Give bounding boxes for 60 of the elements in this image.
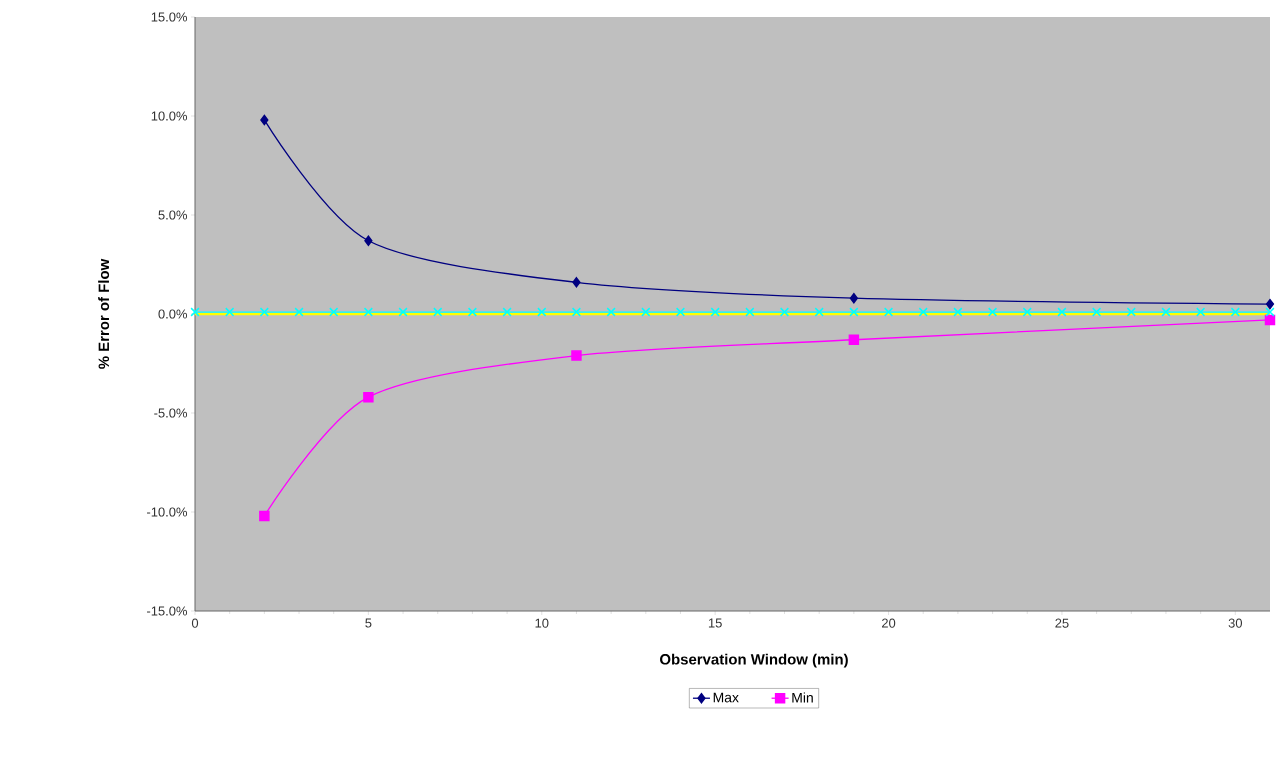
point [433,307,443,317]
x-tick-label: 5 [365,618,372,628]
point [364,235,373,246]
point [849,307,859,317]
point [1265,307,1275,317]
x-tick-label: 15 [708,618,722,628]
point [225,307,235,317]
point [398,307,408,317]
y-tick-label: -10.0% [147,507,188,517]
point [1126,307,1136,317]
point [987,307,998,317]
point [502,307,512,317]
point [606,307,616,317]
point [363,307,374,317]
point [710,307,720,317]
point [259,307,269,317]
x-tick-label: 25 [1055,618,1069,628]
point [294,307,304,317]
point [190,307,200,317]
point [571,350,582,361]
point [953,307,963,317]
legend-label: Min [792,692,813,703]
point [571,307,582,317]
point [1196,307,1206,317]
point [260,114,269,126]
point [883,307,894,317]
point [918,307,928,317]
point [1022,307,1032,317]
x-tick-label: 10 [535,618,549,628]
y-tick-label: 15.0% [151,12,188,22]
point [1057,307,1067,317]
y-tick-label: -15.0% [147,606,188,616]
point [1264,314,1276,326]
point [572,277,581,288]
y-tick-label: 10.0% [151,111,188,121]
point [259,510,270,522]
point [363,391,374,403]
point [779,307,790,317]
point [641,307,651,317]
y-tick-label: 0.0% [158,309,188,319]
point [537,307,547,317]
y-tick-label: -5.0% [154,408,188,418]
point [1161,307,1171,317]
point [1230,307,1240,317]
legend-label: Max [713,692,739,703]
point [329,307,339,317]
y-axis-title: % Error of Flow [98,258,110,369]
x-tick-label: 0 [191,618,199,628]
point [848,334,860,345]
point [745,307,755,317]
point [1265,298,1275,310]
x-axis-title: Observation Window (min) [660,653,848,668]
point [1091,307,1102,317]
x-tick-label: 30 [1228,618,1243,628]
point [675,307,686,317]
x-tick-label: 20 [882,618,896,628]
y-tick-label: 5.0% [158,210,188,220]
point [467,307,478,317]
point [849,292,858,304]
point [814,307,824,317]
